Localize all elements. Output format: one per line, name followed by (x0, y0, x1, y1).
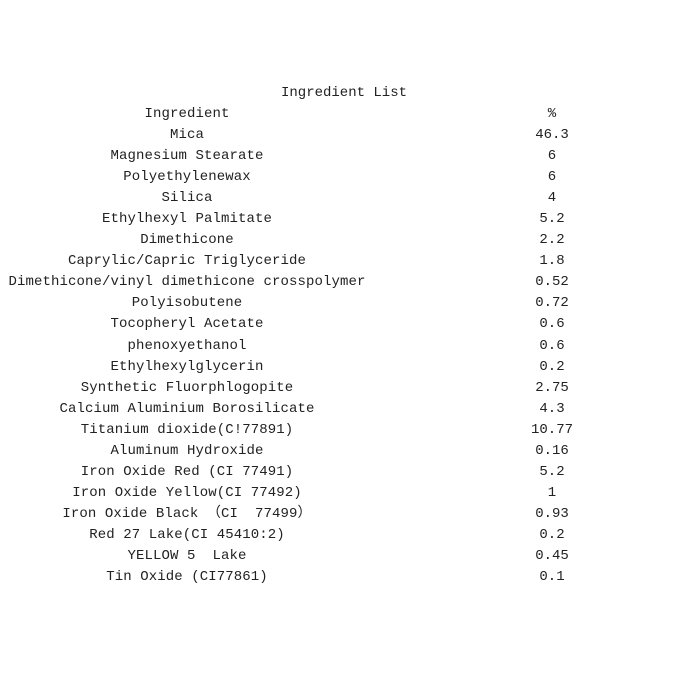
ingredient-percent: 1 (547, 484, 557, 501)
ingredient-percent: 1.8 (539, 253, 565, 270)
ingredient-percent: 0.1 (539, 569, 565, 586)
table-row: phenoxyethanol 0.6 (0, 337, 679, 358)
ingredient-name: Mica (169, 127, 204, 144)
ingredient-name: Polyisobutene (131, 295, 243, 312)
ingredient-name: Red 27 Lake(CI 45410:2) (89, 526, 285, 543)
ingredient-percent: 0.16 (535, 442, 569, 459)
ingredient-name: Titanium dioxide(C!77891) (80, 421, 294, 438)
table-row: Ethylhexyl Palmitate 5.2 (0, 210, 679, 231)
ingredient-name: Calcium Aluminium Borosilicate (59, 400, 315, 417)
ingredient-name: YELLOW 5 Lake (127, 547, 247, 564)
table-row: Synthetic Fluorphlogopite 2.75 (0, 379, 679, 400)
ingredient-percent: 5.2 (539, 211, 565, 228)
ingredient-percent: 0.52 (535, 274, 569, 291)
table-row: Ethylhexylglycerin 0.2 (0, 358, 679, 379)
ingredient-percent: 0.45 (535, 547, 569, 564)
table-row: Calcium Aluminium Borosilicate 4.3 (0, 400, 679, 421)
ingredient-percent: 0.2 (539, 358, 565, 375)
ingredient-name: Caprylic/Capric Triglyceride (67, 253, 307, 270)
ingredient-percent: 10.77 (530, 421, 573, 438)
ingredient-percent: 0.93 (535, 505, 569, 522)
ingredient-name: Magnesium Stearate (110, 148, 264, 165)
ingredient-percent: 0.6 (539, 337, 565, 354)
table-row: Polyisobutene 0.72 (0, 294, 679, 315)
ingredient-percent: 2.2 (539, 232, 565, 249)
table-row: Iron Oxide Black （CI 77499） 0.93 (0, 505, 679, 526)
ingredient-percent: 4 (547, 190, 557, 207)
table-row: Tocopheryl Acetate 0.6 (0, 315, 679, 336)
table-row: Magnesium Stearate 6 (0, 147, 679, 168)
table-row: Polyethylenewax 6 (0, 168, 679, 189)
ingredient-percent: 6 (547, 169, 557, 186)
ingredient-percent: 4.3 (539, 400, 565, 417)
header-ingredient: Ingredient (144, 106, 230, 122)
ingredient-percent: 46.3 (535, 127, 569, 144)
ingredient-table: Ingredient % Mica 46.3 Magnesium Stearate 6… (0, 105, 679, 589)
ingredient-name: Iron Oxide Red (CI 77491) (80, 463, 294, 480)
table-row: Silica 4 (0, 189, 679, 210)
ingredient-name: Iron Oxide Black （CI 77499） (62, 505, 312, 522)
table-row: Titanium dioxide(C!77891) 10.77 (0, 421, 679, 442)
table-row: Dimethicone 2.2 (0, 231, 679, 252)
ingredient-percent: 0.2 (539, 526, 565, 543)
ingredient-name: Ethylhexylglycerin (110, 358, 264, 375)
ingredient-percent: 0.6 (539, 316, 565, 333)
ingredient-name: Iron Oxide Yellow(CI 77492) (72, 484, 302, 501)
header-percent: % (547, 106, 557, 122)
ingredient-percent: 2.75 (535, 379, 569, 396)
table-header-row: Ingredient % (0, 105, 679, 126)
ingredient-name: Dimethicone/vinyl dimethicone crosspolym… (8, 274, 366, 291)
ingredient-name: phenoxyethanol (127, 337, 247, 354)
ingredient-percent: 5.2 (539, 463, 565, 480)
ingredient-name: Silica (161, 190, 213, 207)
ingredient-name: Tin Oxide (CI77861) (106, 569, 268, 586)
table-row: Aluminum Hydroxide 0.16 (0, 442, 679, 463)
ingredient-name: Ethylhexyl Palmitate (101, 211, 273, 228)
ingredient-name: Polyethylenewax (123, 169, 251, 186)
table-row: Red 27 Lake(CI 45410:2) 0.2 (0, 526, 679, 547)
table-row: Dimethicone/vinyl dimethicone crosspolym… (0, 273, 679, 294)
table-row: YELLOW 5 Lake 0.45 (0, 547, 679, 568)
table-row: Tin Oxide (CI77861) 0.1 (0, 568, 679, 589)
ingredient-name: Synthetic Fluorphlogopite (80, 379, 294, 396)
table-row: Mica 46.3 (0, 126, 679, 147)
ingredient-percent: 6 (547, 148, 557, 165)
document-title: Ingredient List (280, 85, 408, 101)
ingredient-name: Tocopheryl Acetate (110, 316, 264, 333)
table-row: Iron Oxide Yellow(CI 77492) 1 (0, 484, 679, 505)
table-row: Iron Oxide Red (CI 77491) 5.2 (0, 463, 679, 484)
table-row: Caprylic/Capric Triglyceride 1.8 (0, 252, 679, 273)
ingredient-percent: 0.72 (535, 295, 569, 312)
ingredient-name: Dimethicone (140, 232, 234, 249)
ingredient-name: Aluminum Hydroxide (110, 442, 264, 459)
